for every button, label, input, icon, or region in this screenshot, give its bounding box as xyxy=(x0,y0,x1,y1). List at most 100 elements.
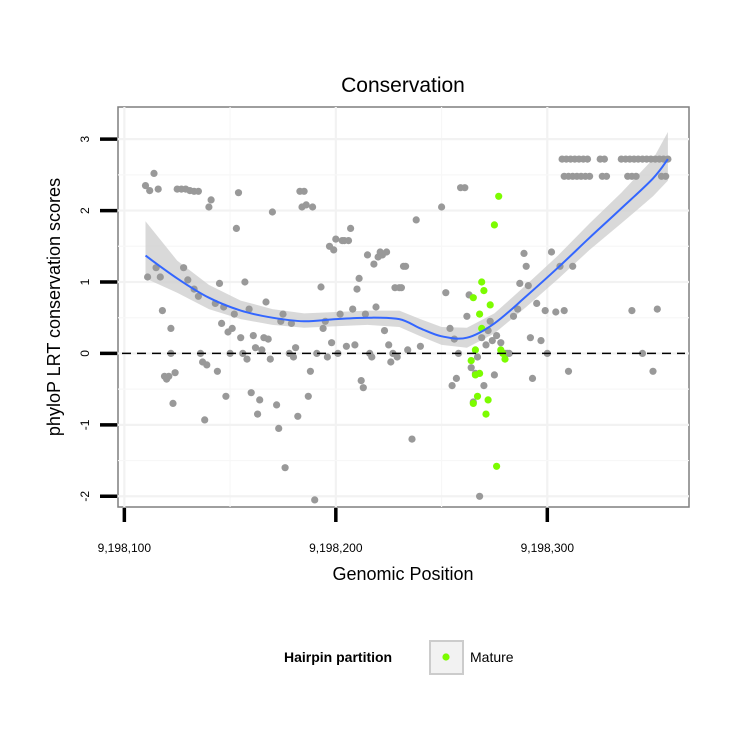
data-point xyxy=(361,310,369,318)
mature-point xyxy=(469,399,477,407)
data-point xyxy=(404,346,412,354)
data-point xyxy=(353,285,361,293)
data-point xyxy=(397,284,405,292)
data-point xyxy=(522,262,530,270)
mature-point xyxy=(480,287,488,295)
mature-point xyxy=(490,221,498,229)
data-point xyxy=(342,342,350,350)
data-point xyxy=(273,401,281,409)
mature-point xyxy=(471,346,479,354)
data-point xyxy=(359,384,367,392)
mature-point xyxy=(478,278,486,286)
data-point xyxy=(304,392,312,400)
data-point xyxy=(583,155,592,163)
chart-title: Conservation xyxy=(341,74,465,97)
data-point xyxy=(408,435,416,443)
data-point xyxy=(476,492,484,500)
data-point xyxy=(385,341,393,349)
data-point xyxy=(279,310,287,318)
data-point xyxy=(330,246,338,254)
data-point xyxy=(586,172,594,180)
data-point xyxy=(520,249,528,257)
data-point xyxy=(547,248,556,256)
data-point xyxy=(222,392,230,400)
data-point xyxy=(564,367,573,375)
x-axis-title: Genomic Position xyxy=(332,564,473,584)
legend: Hairpin partition Mature xyxy=(284,640,514,675)
data-point xyxy=(287,319,295,327)
data-point xyxy=(347,224,355,232)
data-point xyxy=(180,264,188,272)
data-point xyxy=(505,349,513,357)
plot-panel xyxy=(117,106,690,508)
data-point xyxy=(628,307,636,315)
y-tick-label: -1 xyxy=(78,419,92,430)
mature-point xyxy=(473,392,482,400)
data-point xyxy=(268,208,276,216)
data-point xyxy=(467,364,475,372)
data-point xyxy=(383,248,391,256)
data-point xyxy=(387,358,395,366)
mature-point xyxy=(486,301,494,309)
data-point xyxy=(237,334,245,342)
data-point xyxy=(569,262,577,270)
data-point xyxy=(602,172,611,180)
data-point xyxy=(306,367,314,375)
data-point xyxy=(275,424,283,432)
data-point xyxy=(402,262,410,270)
data-point xyxy=(490,371,498,379)
legend-title: Hairpin partition xyxy=(284,649,392,665)
data-point xyxy=(537,337,545,345)
data-point xyxy=(144,273,152,281)
data-point xyxy=(412,216,420,224)
y-tick-label: 3 xyxy=(78,135,92,142)
y-tick-label: 2 xyxy=(78,207,92,214)
data-point xyxy=(158,307,166,315)
data-point xyxy=(319,324,327,332)
data-point xyxy=(262,298,270,306)
data-point xyxy=(344,237,353,245)
data-point xyxy=(509,312,518,320)
data-point xyxy=(309,203,317,211)
mature-point xyxy=(476,310,484,318)
data-point xyxy=(486,317,494,325)
data-point xyxy=(442,289,450,297)
data-point xyxy=(165,372,173,380)
mature-point xyxy=(469,294,477,302)
data-point xyxy=(372,303,380,311)
data-point xyxy=(292,344,300,352)
data-point xyxy=(351,341,359,349)
data-point xyxy=(473,353,482,361)
data-point xyxy=(552,308,560,316)
data-point xyxy=(241,278,249,286)
data-point xyxy=(258,346,266,354)
data-point xyxy=(357,377,365,385)
data-point xyxy=(493,332,501,340)
data-point xyxy=(541,307,549,315)
data-point xyxy=(448,382,456,390)
data-point xyxy=(247,389,255,397)
data-point xyxy=(207,196,215,204)
data-point xyxy=(526,334,535,342)
mature-point xyxy=(484,396,492,404)
y-axis: -2 -1 0 1 2 3 xyxy=(78,135,117,502)
data-point xyxy=(497,339,505,347)
data-point xyxy=(336,310,344,318)
data-point xyxy=(478,334,486,342)
data-point xyxy=(294,412,302,420)
data-point xyxy=(264,335,272,343)
data-point xyxy=(234,189,243,197)
data-point xyxy=(370,260,378,268)
data-point xyxy=(524,282,532,290)
mature-point xyxy=(467,357,475,365)
data-point xyxy=(213,367,221,375)
data-point xyxy=(184,276,192,284)
data-point xyxy=(300,187,308,195)
data-point xyxy=(266,355,274,363)
data-point xyxy=(201,416,209,424)
data-point xyxy=(349,305,357,313)
data-point xyxy=(254,410,262,418)
legend-swatch-mature xyxy=(442,653,450,661)
data-point xyxy=(141,182,150,190)
